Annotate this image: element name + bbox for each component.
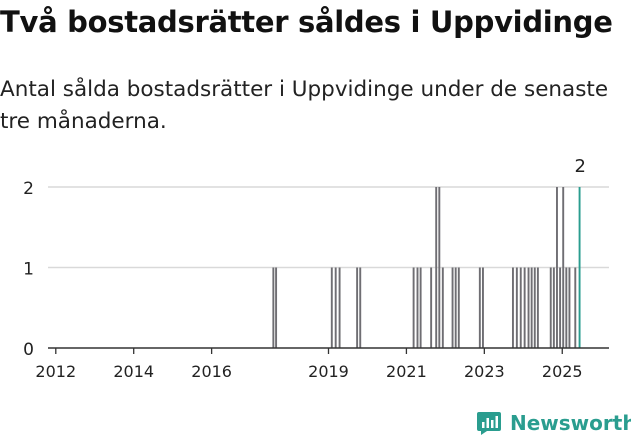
gridlines [48, 186, 609, 269]
bar [523, 267, 526, 348]
x-tick-label: 2014 [113, 362, 154, 381]
bar [451, 267, 454, 348]
bar-latest [578, 187, 581, 348]
bar [562, 187, 565, 348]
chart-subtitle: Antal sålda bostadsrätter i Uppvidinge u… [0, 77, 609, 134]
bar [338, 267, 341, 348]
bar [272, 267, 275, 348]
y-axis-ticks: 0 1 2 [23, 179, 34, 360]
bar [556, 187, 558, 348]
bar [530, 267, 533, 348]
bar [275, 267, 278, 348]
bar [435, 187, 438, 348]
bar [568, 267, 571, 348]
newsworthy-logo-text: Newsworthy [510, 411, 631, 435]
y-tick-label: 2 [23, 179, 34, 199]
newsworthy-logo: Newsworthy [476, 408, 631, 438]
bar [356, 267, 359, 348]
bar [481, 267, 484, 348]
x-tick-label: 2021 [386, 362, 427, 381]
bar [412, 267, 415, 348]
bar [515, 267, 518, 348]
x-tick-label: 2019 [308, 362, 349, 381]
latest-value-label: 2 [574, 156, 585, 177]
x-tick-label: 2025 [542, 362, 583, 381]
bar [457, 267, 460, 348]
x-axis-ticks: 2012 2014 2016 2019 2021 2023 2025 [35, 348, 583, 381]
bars [272, 187, 581, 348]
bar [511, 267, 514, 348]
bar [441, 267, 444, 348]
bar [533, 267, 536, 348]
x-tick-label: 2016 [191, 362, 232, 381]
bar [330, 267, 333, 348]
bar [565, 267, 568, 348]
annotations: 2 [574, 156, 585, 177]
bar [419, 267, 422, 348]
bar [478, 267, 481, 348]
y-tick-label: 1 [23, 260, 34, 280]
bar [536, 267, 539, 348]
bar [438, 187, 441, 348]
newsworthy-logo-icon [477, 412, 501, 435]
bar [430, 267, 433, 348]
bar [527, 267, 530, 348]
y-tick-label: 0 [23, 340, 34, 360]
bar [359, 267, 362, 348]
bar-chart: 0 1 2 2012 2014 2016 2019 2021 2023 2025 2 [23, 156, 609, 381]
bar [574, 267, 577, 348]
bar [416, 267, 419, 348]
chart-title: Två bostadsrätter såldes i Uppvidinge [0, 5, 613, 39]
x-tick-label: 2023 [464, 362, 505, 381]
bar [552, 267, 555, 348]
bar [519, 267, 522, 348]
bar [334, 267, 337, 348]
bar [454, 267, 457, 348]
x-tick-label: 2012 [35, 362, 76, 381]
bar [549, 267, 552, 348]
bar [559, 267, 562, 348]
